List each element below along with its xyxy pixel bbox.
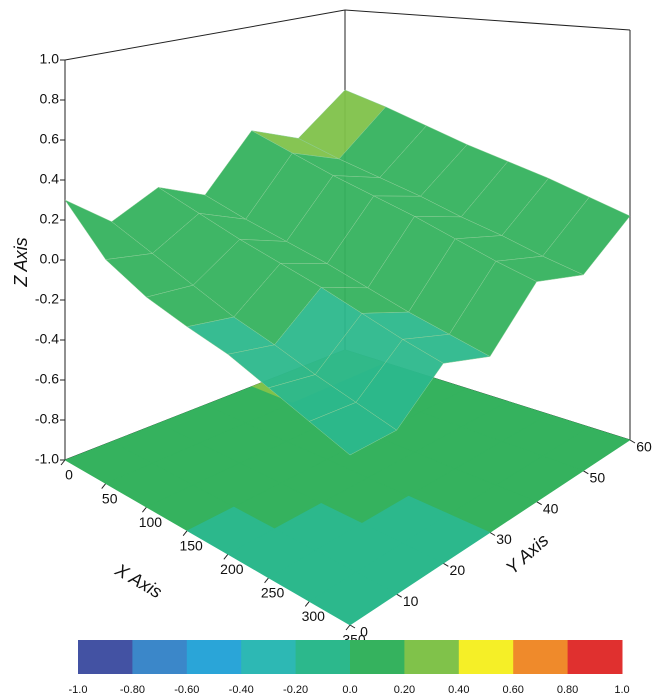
colorbar-tick-label: 1.0 xyxy=(614,684,629,696)
colorbar-tick-label: 0.0 xyxy=(342,684,357,696)
colorbar-tick-label: 0.20 xyxy=(394,684,415,696)
x-axis-title: X Axis xyxy=(111,559,165,602)
x-tick xyxy=(60,459,66,466)
colorbar-swatch xyxy=(295,640,351,674)
x-tick xyxy=(142,506,147,513)
z-tick-label: 1.0 xyxy=(40,51,60,67)
y-tick-label: 60 xyxy=(636,439,652,455)
colorbar-swatch xyxy=(567,640,623,674)
colorbar-tick-label: -1.0 xyxy=(69,684,88,696)
colorbar-tick-label: -0.40 xyxy=(229,684,254,696)
y-tick-label: 0 xyxy=(360,624,368,640)
surface-cell xyxy=(308,402,398,456)
colorbar-tick-label: -0.20 xyxy=(283,684,308,696)
x-tick xyxy=(345,624,351,631)
y-tick-label: 40 xyxy=(543,500,559,516)
surface xyxy=(64,89,631,456)
floor-cell xyxy=(308,572,398,626)
colorbar-swatch xyxy=(458,640,514,674)
colorbar-swatch xyxy=(241,640,297,674)
y-tick-label: 20 xyxy=(450,562,466,578)
z-tick-label: -0.8 xyxy=(35,411,59,427)
y-tick xyxy=(443,562,449,567)
colorbar-tick-label: 0.40 xyxy=(448,684,469,696)
colorbar-tick-label: 0.60 xyxy=(502,684,523,696)
y-tick xyxy=(349,624,356,629)
colorbar-swatch xyxy=(404,640,460,674)
y-tick-label: 50 xyxy=(590,470,606,486)
z-axis-title: Z Axis xyxy=(11,237,31,287)
x-tick xyxy=(304,601,310,607)
colorbar-swatch xyxy=(186,640,242,674)
x-tick xyxy=(223,553,229,560)
y-tick xyxy=(536,501,542,506)
y-tick-label: 10 xyxy=(403,593,419,609)
colorbar-tick-label: -0.80 xyxy=(120,684,145,696)
x-tick-label: 100 xyxy=(139,514,163,530)
z-tick-label: 0.8 xyxy=(40,91,60,107)
y-tick xyxy=(583,470,589,475)
z-tick-label: 0.0 xyxy=(40,251,60,267)
frame-line xyxy=(344,9,631,31)
y-tick xyxy=(489,532,496,536)
z-tick-label: -0.4 xyxy=(35,331,59,347)
x-tick-label: 0 xyxy=(65,467,73,483)
colorbar-swatch xyxy=(350,640,405,674)
colorbar-swatch xyxy=(513,640,569,674)
z-tick-label: 0.2 xyxy=(40,211,60,227)
z-tick-label: 0.6 xyxy=(40,131,60,147)
x-tick xyxy=(182,530,188,537)
y-tick xyxy=(629,439,636,444)
colorbar-tick-label: -0.60 xyxy=(174,684,199,696)
x-tick xyxy=(264,577,269,584)
colorbar-swatch xyxy=(78,640,133,674)
y-tick xyxy=(396,593,402,598)
z-tick-label: 0.4 xyxy=(40,171,60,187)
z-tick-label: -0.6 xyxy=(35,371,59,387)
frame-line xyxy=(64,9,346,61)
y-tick-label: 30 xyxy=(496,531,512,547)
x-tick-label: 200 xyxy=(220,561,244,577)
z-tick-label: -0.2 xyxy=(35,291,59,307)
colorbar-swatch xyxy=(132,640,188,674)
x-tick-label: 300 xyxy=(302,608,326,624)
x-tick-label: 250 xyxy=(261,585,285,601)
x-tick-label: 50 xyxy=(102,490,118,506)
x-tick xyxy=(101,483,107,489)
x-tick-label: 150 xyxy=(179,537,203,553)
z-tick-label: -1.0 xyxy=(35,451,59,467)
colorbar-tick-label: 0.80 xyxy=(557,684,578,696)
